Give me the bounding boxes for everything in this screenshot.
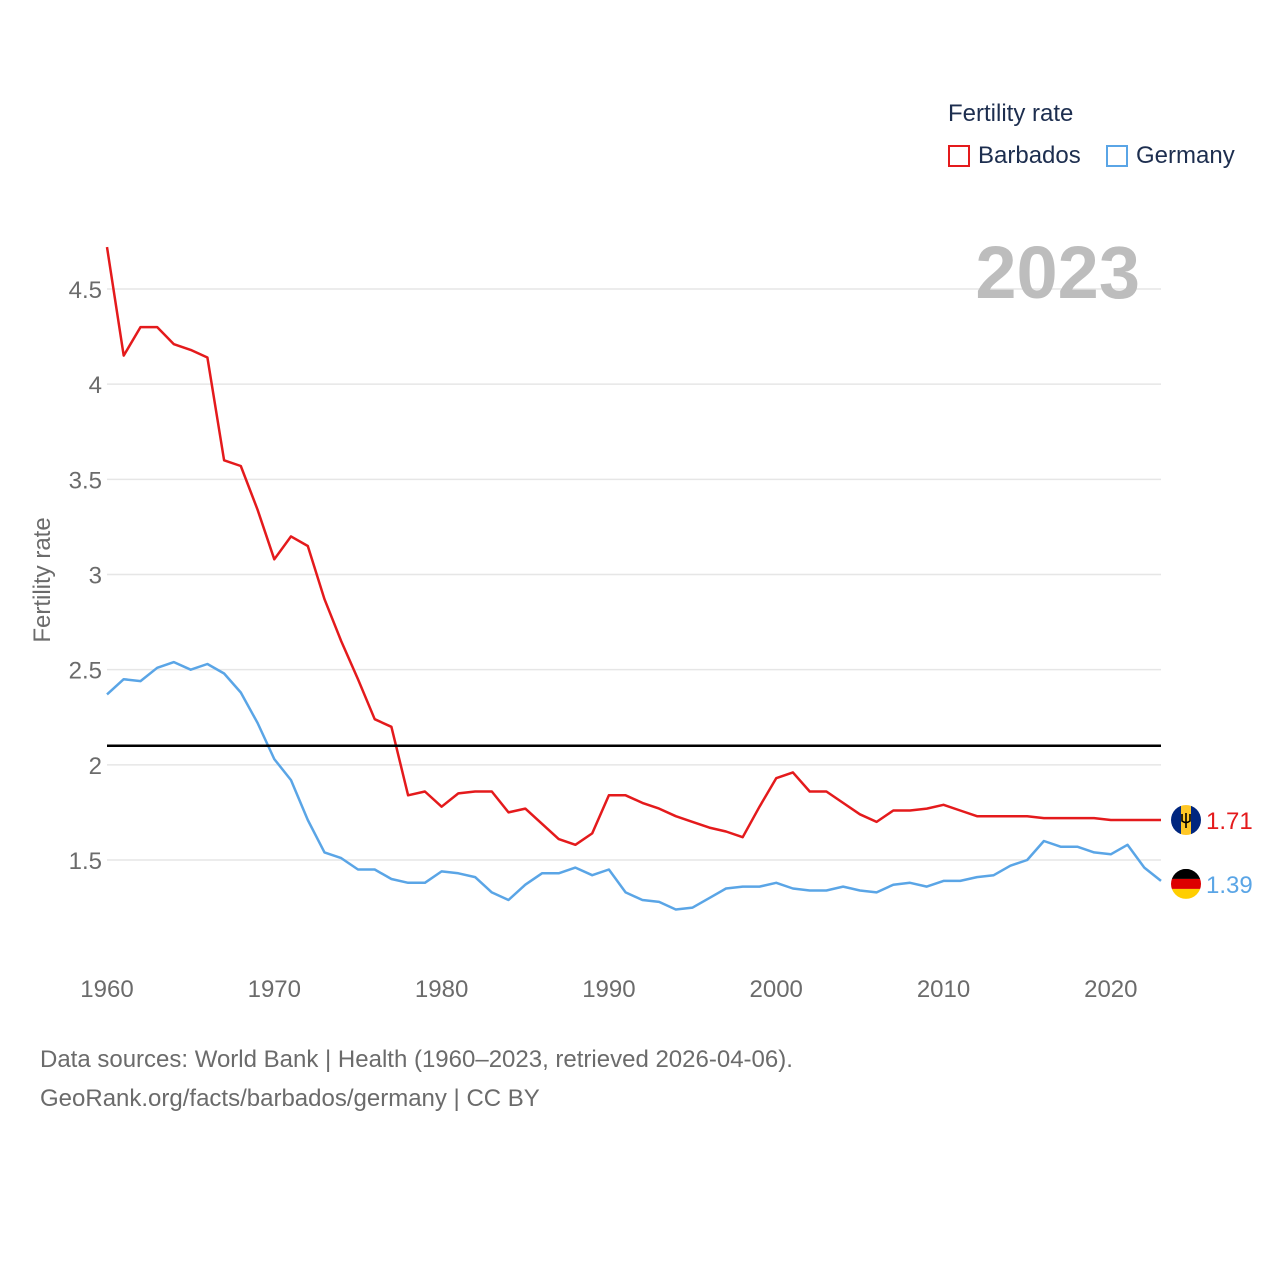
x-tick-label: 2020	[1084, 976, 1137, 1003]
y-tick-label: 4	[89, 372, 102, 399]
legend-label-germany: Germany	[1136, 142, 1235, 169]
x-tick-label: 1990	[582, 976, 635, 1003]
flag-germany-icon	[1171, 868, 1201, 899]
end-markers: 1.71 1.39	[1171, 805, 1253, 899]
source-line-1: Data sources: World Bank | Health (1960–…	[40, 1046, 793, 1073]
y-tick-label: 1.5	[69, 848, 102, 875]
series-lines	[105, 246, 1162, 911]
flag-barbados-icon	[1171, 805, 1201, 836]
y-tick-label: 4.5	[69, 277, 102, 304]
y-tick-label: 3.5	[69, 467, 102, 494]
legend-title: Fertility rate	[948, 100, 1074, 127]
legend-item-barbados[interactable]: Barbados	[948, 142, 1081, 170]
y-axis-label: Fertility rate	[29, 517, 56, 642]
y-tick-label: 2.5	[69, 658, 102, 685]
x-tick-label: 1960	[80, 976, 133, 1003]
end-value-label-germany: 1.39	[1206, 872, 1253, 899]
x-tick-label: 1970	[248, 976, 301, 1003]
x-tick-label: 2000	[750, 976, 803, 1003]
x-axis-ticks: 1960 1970 1980 1990 2000 2010 2020	[80, 976, 1137, 1003]
y-tick-label: 3	[89, 563, 102, 590]
y-axis-ticks: 1.5 2 2.5 3 3.5 4 4.5	[69, 277, 102, 875]
grid-lines	[107, 288, 1161, 861]
legend-swatch-barbados	[948, 145, 970, 167]
end-value-label-barbados: 1.71	[1206, 808, 1253, 835]
series-line-barbados	[105, 246, 1161, 847]
legend-item-germany[interactable]: Germany	[1106, 142, 1235, 170]
y-tick-label: 2	[89, 753, 102, 780]
x-tick-label: 2010	[917, 976, 970, 1003]
legend-swatch-germany	[1106, 145, 1128, 167]
source-line-2[interactable]: GeoRank.org/facts/barbados/germany | CC …	[40, 1085, 540, 1112]
series-line-germany	[106, 660, 1162, 911]
legend-label-barbados: Barbados	[978, 142, 1081, 169]
x-tick-label: 1980	[415, 976, 468, 1003]
current-year-label: 2023	[975, 231, 1140, 314]
